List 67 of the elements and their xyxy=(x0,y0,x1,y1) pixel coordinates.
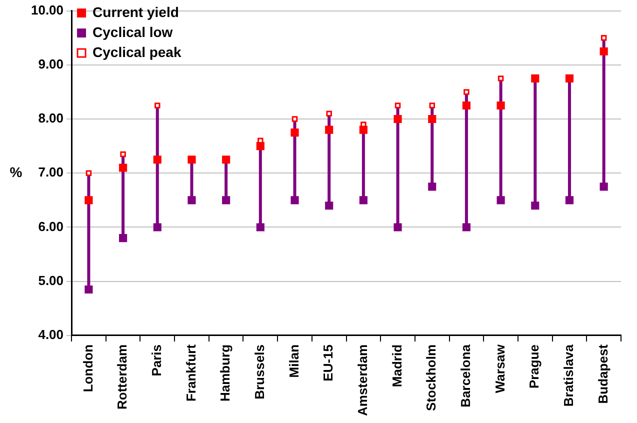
point xyxy=(292,116,298,122)
point xyxy=(600,182,608,191)
point xyxy=(394,223,402,232)
point xyxy=(359,196,368,204)
x-tick-label: London xyxy=(80,344,96,392)
x-tick-label: Budapest xyxy=(595,344,610,404)
legend-label: Current yield xyxy=(92,4,179,20)
legend-label: Cyclical peak xyxy=(92,44,182,60)
point xyxy=(600,47,608,56)
point xyxy=(86,170,92,176)
point xyxy=(600,34,607,41)
x-tick-label: Warsaw xyxy=(492,344,508,394)
point xyxy=(188,156,196,164)
point xyxy=(222,196,230,204)
y-axis-title: % xyxy=(10,164,23,180)
x-tick-label: Rotterdam xyxy=(114,344,130,410)
y-tick-label: 6.00 xyxy=(38,218,64,234)
point xyxy=(325,126,334,134)
point xyxy=(496,101,505,110)
y-tick-label: 10.00 xyxy=(30,2,64,18)
point xyxy=(154,102,160,108)
point xyxy=(531,202,540,210)
point xyxy=(565,74,574,82)
x-tick-label: Paris xyxy=(148,344,164,376)
point xyxy=(153,223,162,232)
point xyxy=(84,196,93,204)
point xyxy=(119,234,128,242)
point xyxy=(531,74,540,82)
point xyxy=(464,89,470,95)
x-tick-label: Milan xyxy=(286,344,302,378)
point xyxy=(326,110,332,116)
x-tick-label: Brussels xyxy=(252,344,267,400)
point xyxy=(496,196,505,204)
x-tick-label: Prague xyxy=(526,344,542,389)
x-tick-label: Madrid xyxy=(389,344,404,388)
point xyxy=(120,151,126,158)
point xyxy=(498,76,504,82)
x-tick-label: Amsterdam xyxy=(355,344,370,416)
point xyxy=(290,196,299,204)
legend-label: Cyclical low xyxy=(92,24,173,40)
y-tick-label: 5.00 xyxy=(38,272,64,288)
point xyxy=(394,102,401,108)
x-tick-label: EU-15 xyxy=(320,344,336,382)
point xyxy=(222,156,230,164)
y-tick-label: 8.00 xyxy=(38,110,64,126)
point xyxy=(188,196,196,204)
point xyxy=(565,196,574,204)
x-tick-label: Stockholm xyxy=(424,344,439,411)
point xyxy=(256,223,264,232)
point xyxy=(394,114,402,124)
y-tick-label: 4.00 xyxy=(38,327,64,342)
x-tick-label: Hamburg xyxy=(218,344,233,402)
point xyxy=(429,102,435,108)
y-tick-label: 9.00 xyxy=(38,56,64,72)
x-tick-label: Bratislava xyxy=(561,344,576,407)
point xyxy=(325,202,334,210)
point xyxy=(462,223,470,232)
point xyxy=(290,128,299,137)
x-tick-label: Frankfurt xyxy=(183,344,198,402)
point xyxy=(462,101,470,110)
x-tick-label: Barcelona xyxy=(458,344,474,408)
y-tick-label: 7.00 xyxy=(38,164,64,180)
point xyxy=(153,156,162,164)
point xyxy=(428,114,436,124)
point xyxy=(119,164,128,172)
point xyxy=(428,182,436,191)
point xyxy=(84,285,93,294)
